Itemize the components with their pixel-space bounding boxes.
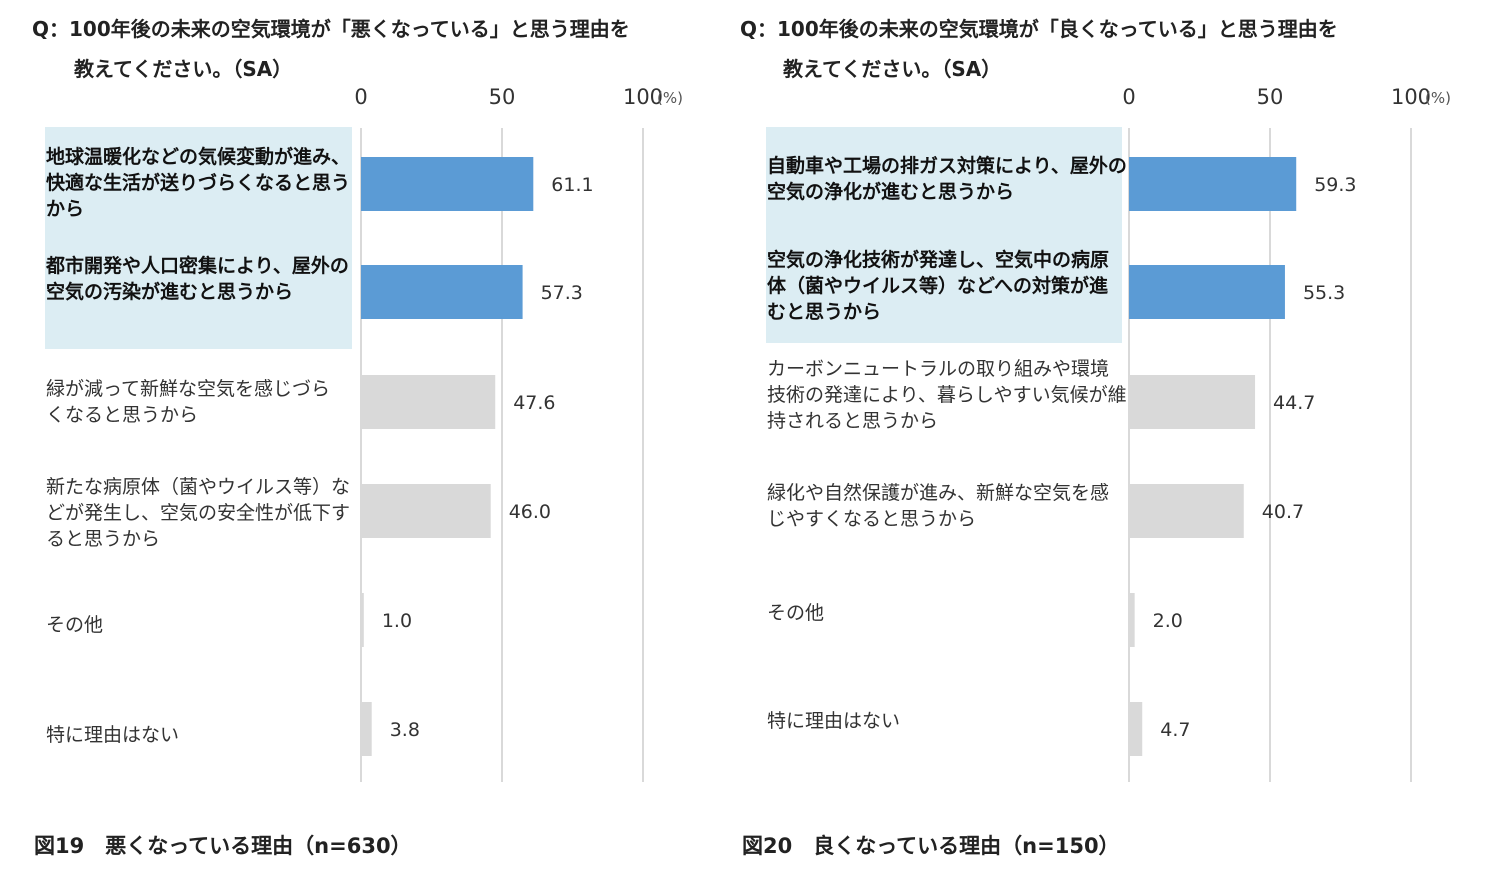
question-line-2: 教えてください。（SA）	[783, 57, 1002, 81]
value-label-2: 57.3	[541, 282, 583, 304]
value-label-3: 47.6	[513, 392, 555, 414]
value-label-1: 61.1	[551, 174, 593, 196]
x-tick-label-50: 50	[1257, 85, 1284, 109]
category-label-2: 空気の浄化技術が発達し、空気中の病原体（菌やウイルス等）などへの対策が進むと思う…	[767, 249, 1110, 323]
bar-4	[1129, 484, 1244, 538]
x-tick-label-0: 0	[354, 85, 367, 109]
category-label-4: 緑化や自然保護が進み、新鮮な空気を感じやすくなると思うから	[767, 482, 1110, 530]
category-label-5: その他	[46, 614, 104, 636]
x-tick-label-100: 100	[623, 85, 663, 109]
bar-1	[1129, 157, 1297, 211]
x-tick-label-0: 0	[1122, 85, 1135, 109]
bar-2	[1129, 265, 1285, 319]
category-label-2: 都市開発や人口密集により、屋外の空気の汚染が進むと思うから	[46, 255, 349, 303]
category-label-5: その他	[767, 602, 825, 624]
category-label-4: 新たな病原体（菌やウイルス等）などが発生し、空気の安全性が低下すると思うから	[46, 476, 351, 550]
category-label-1: 地球温暖化などの気候変動が進み、快適な生活が送りづらくなると思うから	[46, 146, 351, 220]
bar-5	[361, 593, 364, 647]
unit-label: (%)	[1425, 89, 1451, 107]
value-label-2: 55.3	[1303, 282, 1345, 304]
bar-4	[361, 484, 491, 538]
value-label-4: 46.0	[509, 501, 551, 523]
highlight-background	[45, 127, 352, 349]
question-line-1: Q：100年後の未来の空気環境が「良くなっている」と思う理由を	[740, 17, 1338, 41]
bar-6	[1129, 702, 1143, 756]
bar-6	[361, 702, 372, 756]
bar-2	[361, 265, 523, 319]
value-label-6: 4.7	[1160, 719, 1190, 741]
category-label-1: 自動車や工場の排ガス対策により、屋外の空気の浄化が進むと思うから	[767, 155, 1127, 203]
value-label-6: 3.8	[390, 719, 420, 741]
x-tick-label-100: 100	[1391, 85, 1431, 109]
bar-chart-worse: 0 50 100(%) 61.1 57.3 47.6 46.0 1.0 3.8	[354, 85, 683, 782]
value-label-4: 40.7	[1262, 501, 1304, 523]
value-label-5: 2.0	[1153, 610, 1183, 632]
value-label-3: 44.7	[1273, 392, 1315, 414]
question-line-2: 教えてください。（SA）	[74, 57, 293, 81]
chart-panel-better: Q：100年後の未来の空気環境が「良くなっている」と思う理由を 教えてください。…	[740, 0, 1480, 875]
chart-panel-worse: Q：100年後の未来の空気環境が「悪くなっている」と思う理由を 教えてください。…	[0, 0, 740, 875]
value-label-5: 1.0	[382, 610, 412, 632]
bar-3	[1129, 375, 1256, 429]
highlight-background	[766, 127, 1122, 343]
category-label-3: カーボンニュートラルの取り組みや環境技術の発達により、暮らしやすい気候が維持され…	[767, 358, 1127, 432]
bar-1	[361, 157, 534, 211]
category-label-6: 特に理由はない	[46, 724, 180, 746]
unit-label: (%)	[657, 89, 683, 107]
category-label-3: 緑が減って新鮮な空気を感じづらくなると思うから	[46, 378, 331, 426]
category-label-6: 特に理由はない	[767, 710, 901, 732]
figure-caption: 図19 悪くなっている理由（n=630）	[34, 834, 412, 858]
value-label-1: 59.3	[1314, 174, 1356, 196]
bar-chart-better: 0 50 100(%) 59.3 55.3 44.7 40.7 2.0 4.7	[1122, 85, 1451, 782]
question-line-1: Q：100年後の未来の空気環境が「悪くなっている」と思う理由を	[32, 17, 630, 41]
bar-5	[1129, 593, 1135, 647]
bar-3	[361, 375, 496, 429]
figure-caption: 図20 良くなっている理由（n=150）	[742, 834, 1120, 858]
x-tick-label-50: 50	[489, 85, 516, 109]
